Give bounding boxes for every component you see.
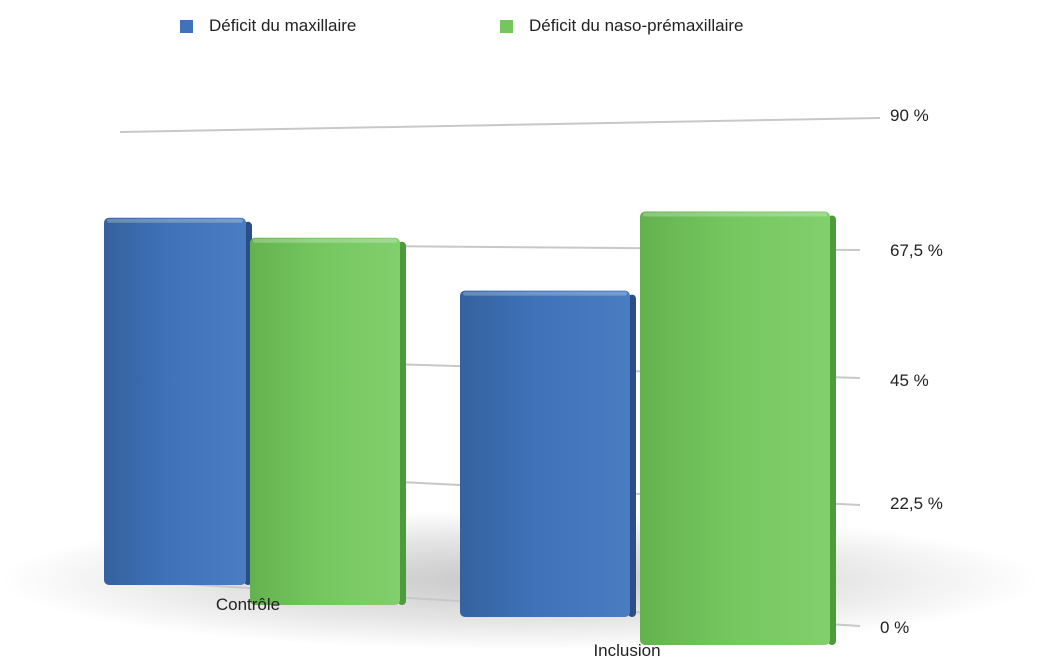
legend-label-naso-premaxillaire: Déficit du naso-prémaxillaire: [529, 16, 744, 35]
bar-highlight: [107, 218, 243, 223]
y-tick-label: 67,5 %: [890, 241, 943, 260]
bar: [250, 237, 400, 606]
y-tick-label: 22,5 %: [890, 494, 943, 513]
legend-item-naso-premaxillaire: Déficit du naso-prémaxillaire: [500, 16, 743, 36]
legend-swatch-naso-premaxillaire: [500, 19, 513, 33]
bar: [460, 290, 630, 617]
bar-highlight: [463, 291, 627, 296]
x-category-label: Contrôle: [216, 595, 280, 614]
bar: [640, 211, 830, 645]
legend-label-maxillaire: Déficit du maxillaire: [209, 16, 357, 35]
bar-highlight: [643, 212, 827, 217]
y-tick-label: 45 %: [890, 371, 929, 390]
y-axis-ticks: 0 % 22,5 % 45 % 67,5 % 90 %: [880, 106, 943, 637]
legend: Déficit du maxillaire Déficit du naso-pr…: [0, 16, 1062, 40]
bars: [104, 211, 836, 645]
legend-swatch-maxillaire: [180, 19, 193, 33]
y-tick-label: 0 %: [880, 618, 909, 637]
x-category-label: Inclusion: [593, 641, 660, 657]
y-tick-label: 90 %: [890, 106, 929, 125]
x-axis-labels: Contrôle Inclusion: [216, 595, 661, 657]
bar: [104, 217, 246, 586]
bar-highlight: [253, 238, 397, 243]
grid-line: [119, 117, 881, 133]
legend-item-maxillaire: Déficit du maxillaire: [180, 16, 356, 36]
